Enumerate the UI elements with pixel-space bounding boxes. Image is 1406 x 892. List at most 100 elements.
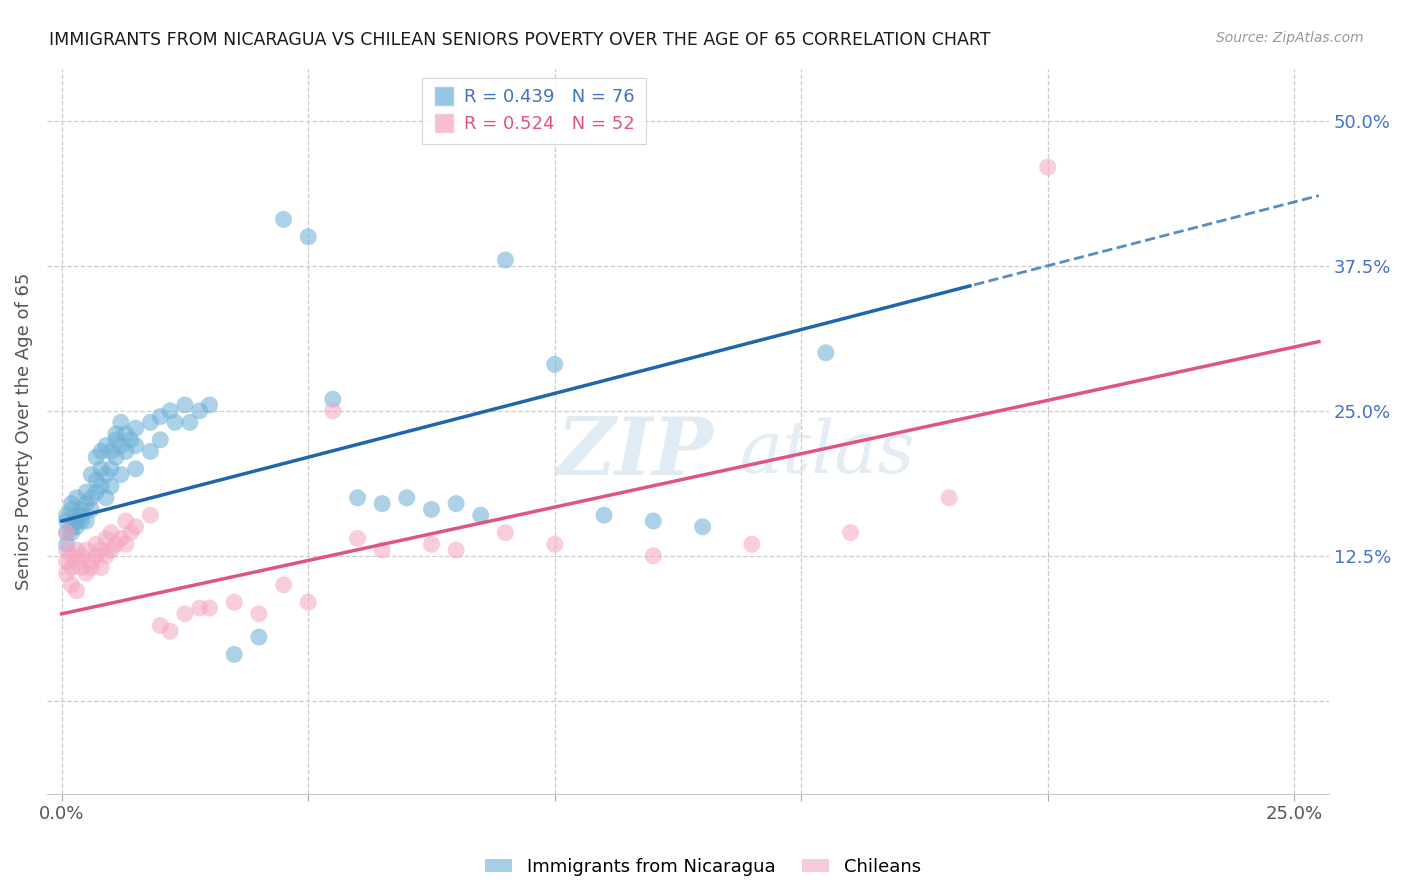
Point	[149, 409, 172, 424]
Point	[188, 404, 211, 418]
Point	[55, 537, 77, 551]
Point	[139, 508, 162, 523]
Point	[65, 514, 87, 528]
Point	[110, 416, 132, 430]
Point	[124, 520, 146, 534]
Point	[120, 525, 142, 540]
Point	[188, 601, 211, 615]
Point	[124, 421, 146, 435]
Point	[159, 624, 181, 639]
Point	[65, 583, 87, 598]
Point	[741, 537, 763, 551]
Point	[371, 497, 394, 511]
Point	[322, 404, 344, 418]
Point	[643, 549, 665, 563]
Point	[80, 491, 103, 505]
Point	[114, 537, 136, 551]
Point	[100, 462, 122, 476]
Point	[60, 578, 83, 592]
Point	[84, 485, 107, 500]
Point	[124, 439, 146, 453]
Point	[114, 427, 136, 442]
Point	[444, 497, 467, 511]
Point	[60, 502, 83, 516]
Legend: Immigrants from Nicaragua, Chileans: Immigrants from Nicaragua, Chileans	[478, 851, 928, 883]
Point	[60, 497, 83, 511]
Point	[65, 491, 87, 505]
Point	[371, 543, 394, 558]
Point	[593, 508, 616, 523]
Point	[84, 537, 107, 551]
Point	[75, 543, 97, 558]
Point	[90, 444, 112, 458]
Point	[60, 525, 83, 540]
Point	[198, 398, 221, 412]
Point	[70, 502, 93, 516]
Point	[938, 491, 960, 505]
Point	[70, 508, 93, 523]
Point	[104, 427, 127, 442]
Point	[643, 514, 665, 528]
Point	[544, 537, 567, 551]
Point	[80, 467, 103, 482]
Point	[60, 560, 83, 574]
Point	[75, 514, 97, 528]
Point	[247, 630, 270, 644]
Point	[75, 497, 97, 511]
Point	[470, 508, 492, 523]
Point	[346, 532, 368, 546]
Point	[139, 416, 162, 430]
Point	[322, 392, 344, 407]
Point	[55, 514, 77, 528]
Point	[420, 537, 443, 551]
Point	[80, 502, 103, 516]
Point	[104, 450, 127, 465]
Point	[839, 525, 862, 540]
Point	[90, 462, 112, 476]
Point	[494, 525, 516, 540]
Point	[100, 479, 122, 493]
Point	[494, 252, 516, 267]
Point	[94, 467, 117, 482]
Point	[297, 229, 319, 244]
Point	[273, 212, 295, 227]
Point	[124, 462, 146, 476]
Point	[247, 607, 270, 621]
Point	[65, 508, 87, 523]
Text: ZIP: ZIP	[557, 414, 713, 491]
Legend: R = 0.439   N = 76, R = 0.524   N = 52: R = 0.439 N = 76, R = 0.524 N = 52	[422, 78, 645, 145]
Point	[692, 520, 714, 534]
Point	[444, 543, 467, 558]
Point	[60, 549, 83, 563]
Point	[55, 566, 77, 581]
Point	[94, 491, 117, 505]
Point	[110, 467, 132, 482]
Point	[60, 520, 83, 534]
Point	[80, 555, 103, 569]
Point	[55, 555, 77, 569]
Point	[395, 491, 418, 505]
Point	[84, 450, 107, 465]
Y-axis label: Seniors Poverty Over the Age of 65: Seniors Poverty Over the Age of 65	[15, 272, 32, 590]
Point	[55, 525, 77, 540]
Point	[420, 502, 443, 516]
Point	[544, 358, 567, 372]
Point	[65, 543, 87, 558]
Point	[297, 595, 319, 609]
Point	[224, 595, 246, 609]
Point	[84, 474, 107, 488]
Point	[110, 439, 132, 453]
Point	[90, 479, 112, 493]
Point	[70, 514, 93, 528]
Point	[814, 345, 837, 359]
Point	[65, 520, 87, 534]
Point	[65, 555, 87, 569]
Point	[174, 398, 197, 412]
Point	[159, 404, 181, 418]
Point	[55, 543, 77, 558]
Point	[90, 543, 112, 558]
Point	[94, 439, 117, 453]
Point	[273, 578, 295, 592]
Text: IMMIGRANTS FROM NICARAGUA VS CHILEAN SENIORS POVERTY OVER THE AGE OF 65 CORRELAT: IMMIGRANTS FROM NICARAGUA VS CHILEAN SEN…	[49, 31, 991, 49]
Point	[55, 525, 77, 540]
